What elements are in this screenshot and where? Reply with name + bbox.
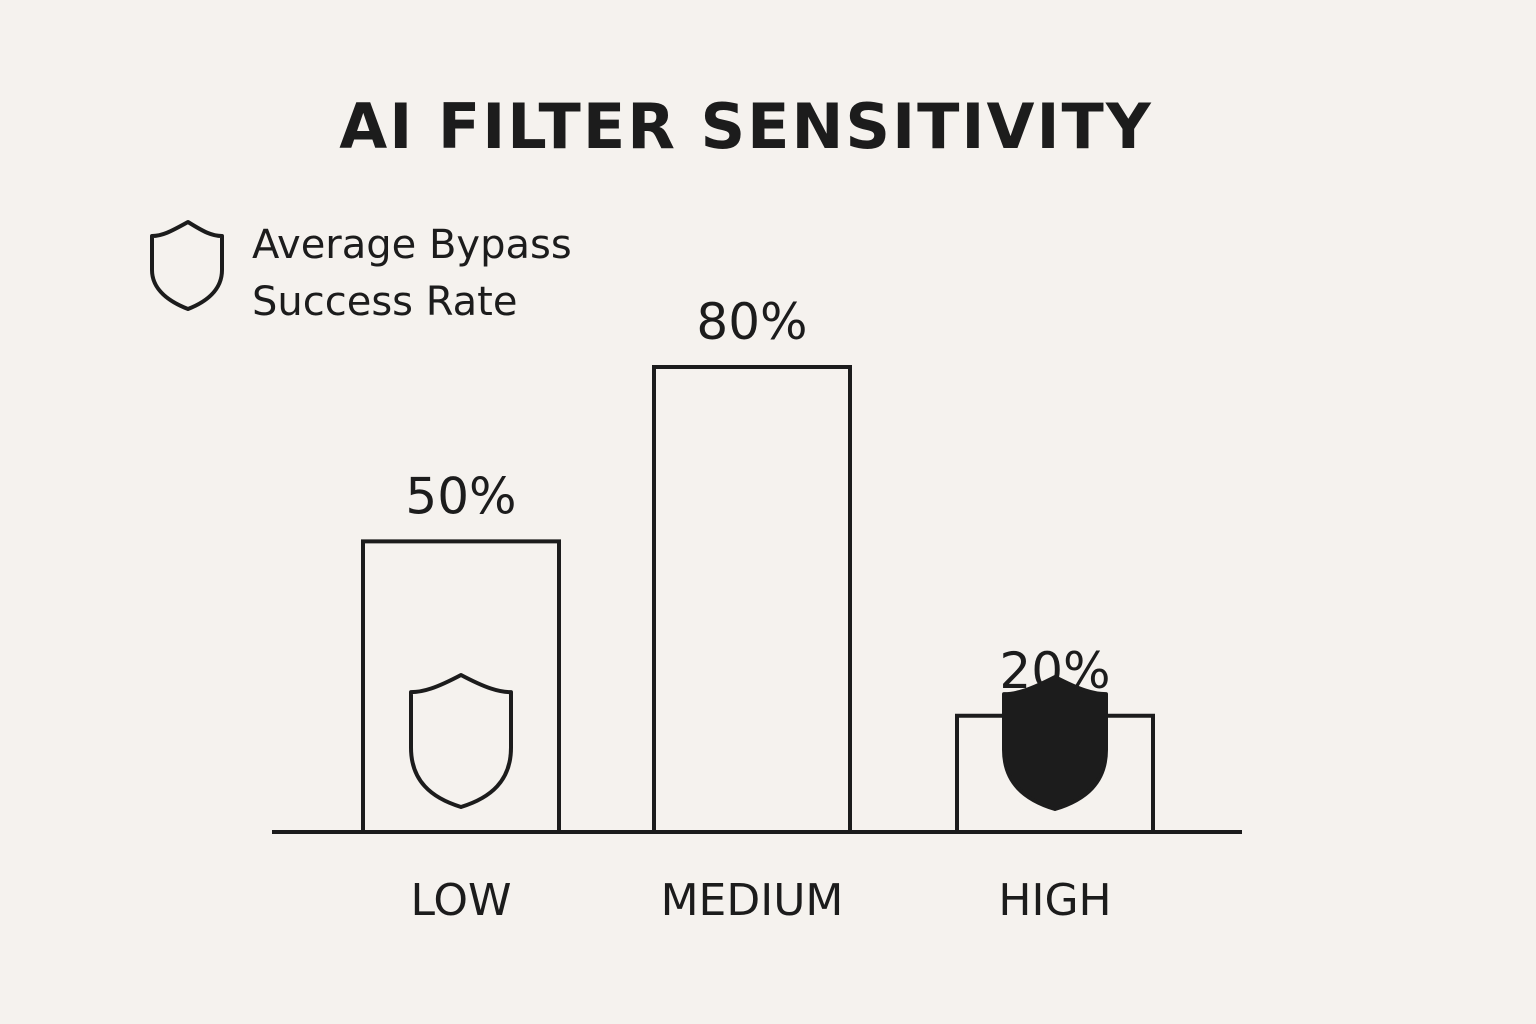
category-label-medium: MEDIUM: [661, 875, 844, 926]
bar-low: [361, 539, 561, 834]
category-label-high: HIGH: [998, 875, 1111, 926]
bar-medium: [652, 365, 852, 834]
legend-shield-icon: [150, 220, 224, 311]
chart-title: AI FILTER SENSITIVITY: [339, 90, 1153, 163]
value-label-medium: 80%: [696, 293, 807, 351]
category-label-low: LOW: [410, 875, 511, 926]
bar-low-shield-outline-icon: [409, 673, 513, 809]
legend: Average Bypass Success Rate: [150, 220, 572, 325]
legend-line-1: Average Bypass: [252, 222, 572, 268]
value-label-low: 50%: [405, 467, 516, 525]
legend-line-2: Success Rate: [252, 279, 517, 325]
bar-high-shield-filled-icon: [1002, 675, 1108, 811]
